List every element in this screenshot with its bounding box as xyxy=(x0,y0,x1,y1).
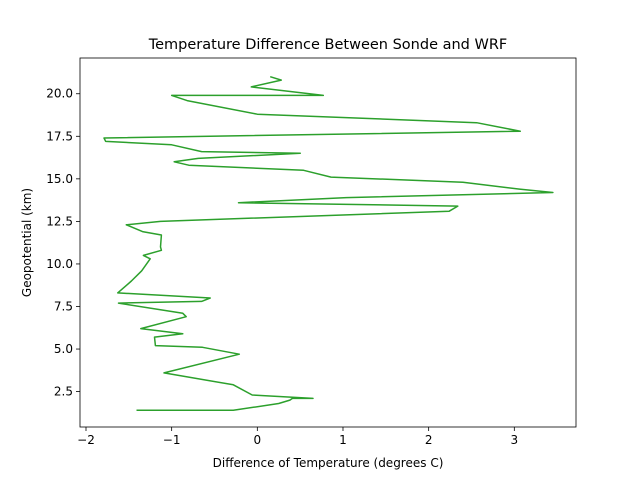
plot-series xyxy=(103,75,554,412)
x-tick-label: 1 xyxy=(339,433,347,447)
x-tick-label: −1 xyxy=(163,433,181,447)
y-tick-label: 15.0 xyxy=(46,172,73,186)
y-tick-label: 7.5 xyxy=(54,299,73,313)
y-tick-label: 5.0 xyxy=(54,342,73,356)
x-tick-label: 2 xyxy=(425,433,433,447)
y-tick-label: 2.5 xyxy=(54,385,73,399)
series-line xyxy=(103,75,554,412)
y-axis-label: Geopotential (km) xyxy=(20,188,34,297)
x-tick-label: −2 xyxy=(77,433,95,447)
x-axis-label: Difference of Temperature (degrees C) xyxy=(213,456,444,470)
y-tick-label: 12.5 xyxy=(46,214,73,228)
y-tick-label: 17.5 xyxy=(46,129,73,143)
plot-frame xyxy=(79,57,577,428)
y-tick-label: 10.0 xyxy=(46,257,73,271)
y-tick-label: 20.0 xyxy=(46,87,73,101)
x-axis-ticks: −2 −1 0 1 2 3 xyxy=(77,427,518,447)
x-tick-label: 3 xyxy=(511,433,519,447)
chart-title: Temperature Difference Between Sonde and… xyxy=(148,37,508,53)
x-tick-label: 0 xyxy=(254,433,262,447)
y-axis-ticks: 2.5 5.0 7.5 10.0 12.5 15.0 17.5 20.0 xyxy=(46,87,80,399)
